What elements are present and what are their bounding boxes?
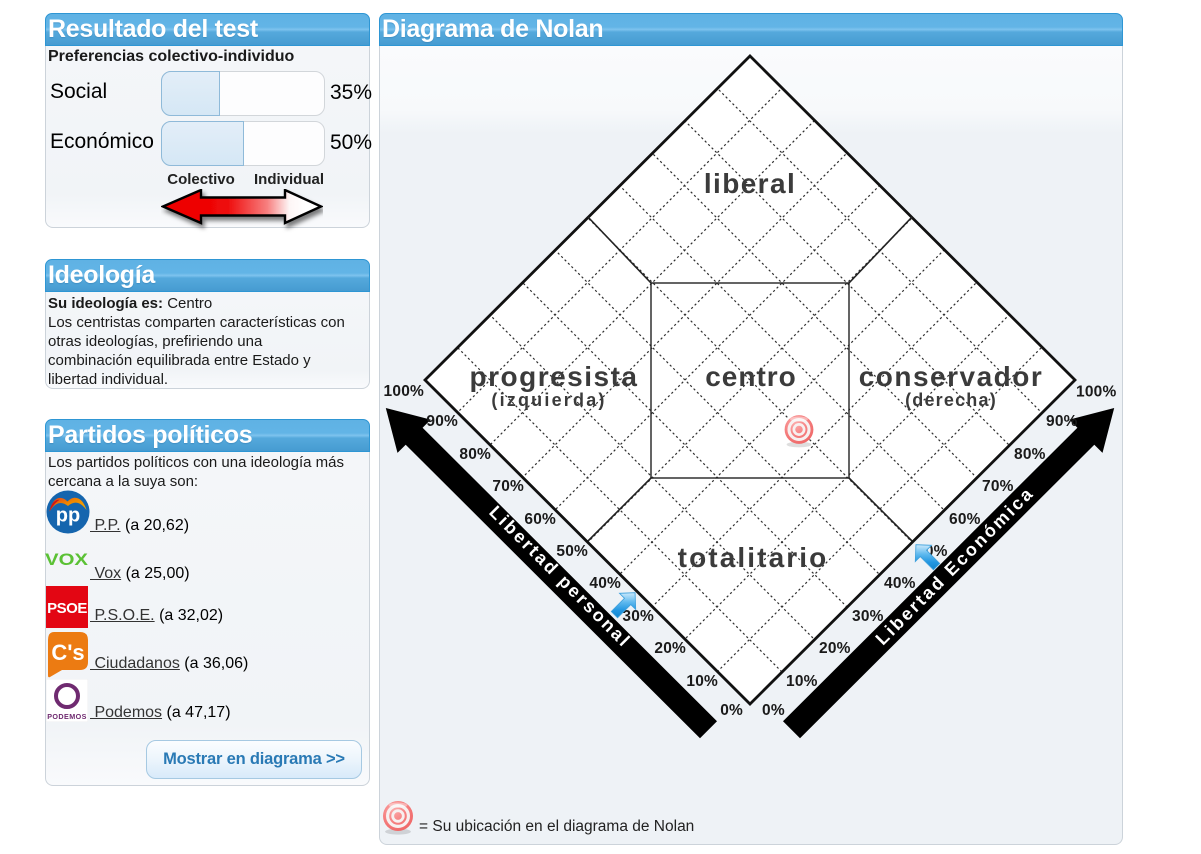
svg-text:PODEMOS: PODEMOS	[47, 712, 87, 721]
svg-text:VOX: VOX	[45, 550, 89, 567]
svg-text:pp: pp	[56, 505, 80, 527]
svg-text:50%: 50%	[556, 543, 588, 560]
svg-text:100%: 100%	[384, 383, 424, 400]
svg-text:conservador: conservador	[859, 361, 1044, 392]
svg-text:liberal: liberal	[704, 168, 796, 199]
svg-text:(izquierda): (izquierda)	[491, 390, 606, 410]
svg-text:totalitario: totalitario	[678, 542, 829, 573]
svg-text:80%: 80%	[459, 446, 491, 463]
svg-text:30%: 30%	[622, 608, 654, 625]
svg-text:progresista: progresista	[470, 361, 639, 392]
svg-text:(derecha): (derecha)	[905, 390, 997, 410]
svg-text:C's: C's	[51, 640, 84, 665]
svg-text:centro: centro	[705, 361, 797, 392]
svg-text:90%: 90%	[1046, 413, 1078, 430]
svg-text:30%: 30%	[852, 608, 884, 625]
svg-text:70%: 70%	[982, 478, 1014, 495]
svg-text:90%: 90%	[426, 413, 458, 430]
svg-text:60%: 60%	[524, 511, 556, 528]
svg-text:20%: 20%	[654, 640, 686, 657]
svg-text:40%: 40%	[589, 575, 621, 592]
svg-text:10%: 10%	[686, 673, 718, 690]
svg-text:0%: 0%	[762, 702, 785, 719]
svg-text:= Su ubicación en el diagrama: = Su ubicación en el diagrama de Nolan	[419, 818, 694, 835]
svg-text:0%: 0%	[720, 702, 743, 719]
svg-text:10%: 10%	[786, 673, 818, 690]
svg-text:100%: 100%	[1076, 384, 1116, 401]
svg-text:PSOE: PSOE	[47, 600, 87, 617]
svg-text:70%: 70%	[492, 478, 524, 495]
svg-text:20%: 20%	[819, 640, 851, 657]
svg-text:60%: 60%	[949, 511, 981, 528]
svg-text:40%: 40%	[884, 575, 916, 592]
svg-text:80%: 80%	[1014, 446, 1046, 463]
